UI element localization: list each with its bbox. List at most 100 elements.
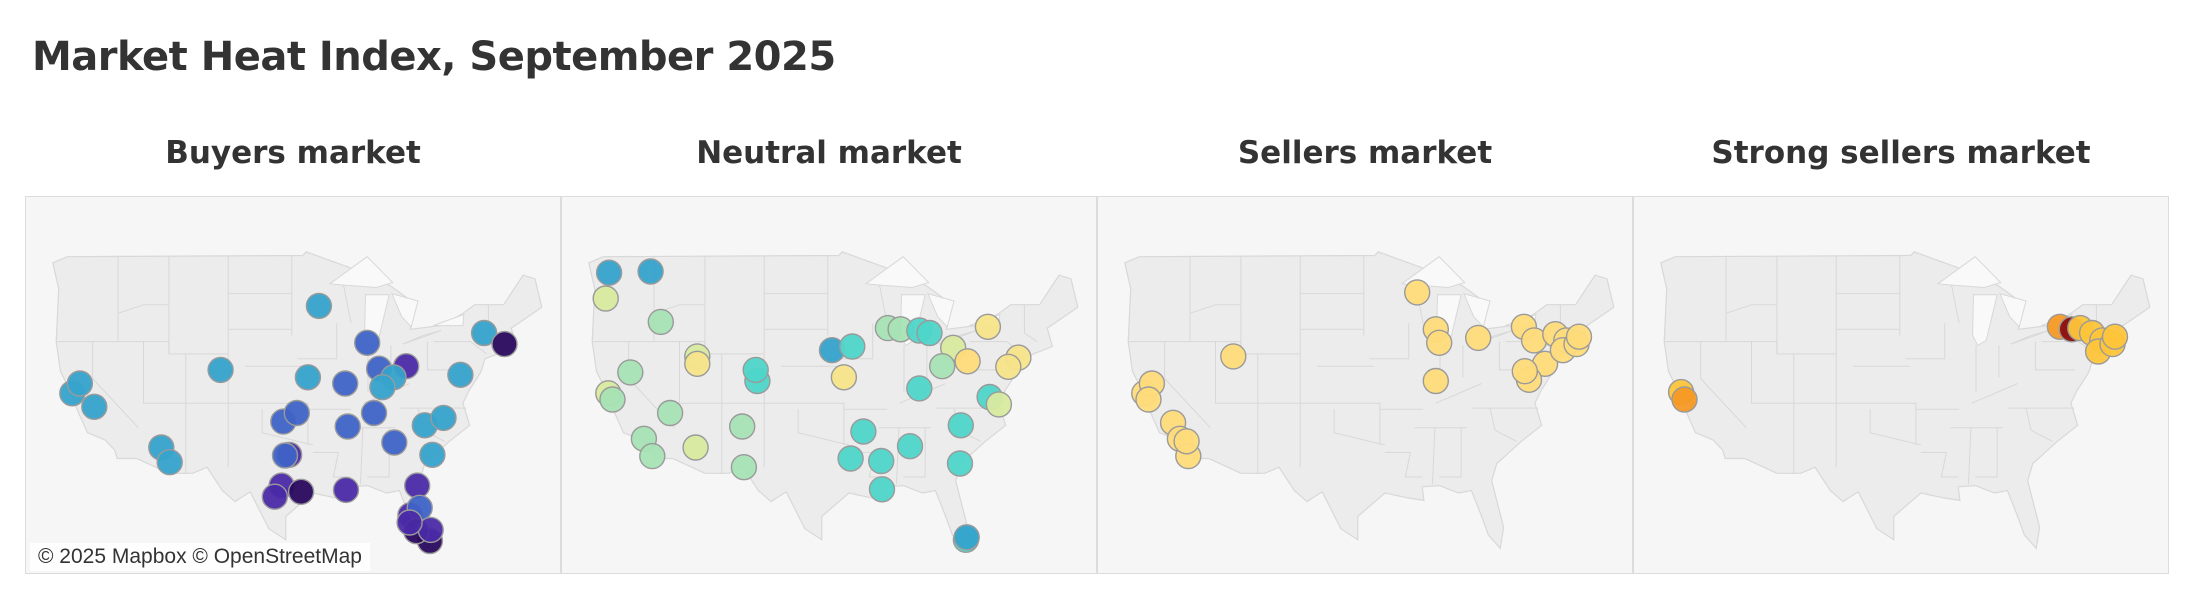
metro-marker [396, 509, 423, 536]
map-canvas [26, 197, 560, 573]
state-border [2034, 341, 2076, 371]
metro-marker [637, 258, 664, 285]
metro-marker [985, 391, 1013, 418]
page-title: Market Heat Index, September 2025 [32, 34, 836, 80]
state-border [1369, 323, 1410, 360]
state-border [903, 427, 926, 478]
state-border [1215, 341, 1309, 404]
panel-neutral: Neutral market [561, 130, 1097, 574]
panel-title: Sellers market [1237, 135, 1493, 171]
great-lake [2010, 330, 2050, 345]
state-border [297, 323, 338, 360]
metro-marker [684, 350, 711, 378]
metro-marker [595, 259, 623, 286]
metro-marker [599, 386, 626, 413]
state-border [1844, 402, 1917, 445]
metro-marker [334, 413, 361, 440]
map-sellers[interactable] [1097, 196, 1633, 574]
metro-marker [839, 333, 866, 360]
metro-marker [974, 313, 1002, 341]
metro-marker [1671, 386, 1698, 413]
metro-marker [283, 399, 310, 427]
great-lake [390, 292, 419, 328]
panel-strong-sellers: Strong sellers market [1633, 130, 2169, 574]
metro-marker [156, 449, 183, 476]
state-border [1967, 427, 1972, 485]
metro-marker [430, 404, 457, 432]
great-lake [864, 256, 930, 289]
metro-marker [1565, 323, 1593, 350]
state-border [1869, 409, 1922, 446]
metro-marker [617, 359, 644, 386]
metro-marker [470, 319, 498, 347]
great-lake [433, 313, 465, 327]
panel-title: Strong sellers market [1711, 135, 2091, 171]
metro-marker [354, 329, 381, 357]
panel-sellers: Sellers market [1097, 130, 1633, 574]
metro-marker [294, 364, 322, 391]
state-border [312, 451, 351, 478]
panel-buyers: Buyers market © 2025 Mapbox © OpenStreet… [25, 130, 561, 574]
metro-marker [1426, 329, 1453, 357]
state-border [895, 427, 900, 485]
state-border [92, 341, 139, 429]
map-canvas [562, 197, 1096, 573]
metro-marker [929, 352, 956, 380]
map-neutral[interactable] [561, 196, 1097, 574]
metro-marker [1422, 367, 1449, 395]
metro-marker [1135, 386, 1162, 413]
metro-marker [868, 447, 895, 475]
state-border [359, 427, 364, 485]
metro-marker [916, 319, 943, 347]
metro-marker [954, 348, 981, 375]
great-lake [926, 292, 955, 328]
metro-marker [730, 454, 758, 481]
metro-marker [419, 441, 446, 468]
metro-marker [837, 445, 864, 472]
state-border [1971, 383, 2018, 404]
metro-marker [1404, 279, 1431, 306]
metro-marker [261, 483, 289, 510]
state-border [1023, 304, 1038, 343]
great-lake [328, 256, 394, 289]
map-canvas [1098, 197, 1632, 573]
metro-marker [404, 472, 431, 499]
metro-marker [332, 370, 359, 397]
map-canvas [1634, 197, 2168, 573]
state-border [261, 409, 314, 446]
state-border [797, 409, 850, 446]
metro-marker [868, 476, 896, 503]
state-border [1431, 427, 1436, 485]
state-border [1489, 407, 1517, 442]
great-lake [1998, 292, 2027, 328]
map-strong-sellers[interactable] [1633, 196, 2169, 574]
metro-marker [728, 413, 756, 440]
state-border [1751, 341, 1845, 404]
metro-marker [850, 418, 877, 445]
metro-marker [81, 393, 108, 421]
state-border [1333, 409, 1386, 446]
metro-marker [360, 399, 388, 427]
metro-marker [953, 524, 980, 551]
metro-marker [682, 434, 709, 461]
metro-marker [896, 432, 924, 460]
state-border [679, 341, 773, 404]
state-border [1920, 451, 1959, 478]
metro-marker [491, 330, 518, 358]
metro-marker [369, 373, 396, 401]
metro-marker [305, 292, 333, 320]
metro-marker [1173, 428, 1200, 455]
great-lake [402, 330, 442, 345]
metro-marker [332, 476, 360, 504]
state-border [143, 341, 237, 404]
metro-marker [647, 308, 675, 336]
state-border [1164, 341, 1211, 429]
metro-marker [447, 361, 474, 389]
metro-marker [830, 364, 858, 391]
metro-marker [946, 450, 974, 477]
metro-marker [1465, 324, 1492, 352]
map-attribution[interactable]: © 2025 Mapbox © OpenStreetMap [30, 543, 370, 571]
state-border [1384, 451, 1423, 478]
metro-marker [2101, 323, 2129, 350]
map-buyers[interactable]: © 2025 Mapbox © OpenStreetMap [25, 196, 561, 574]
